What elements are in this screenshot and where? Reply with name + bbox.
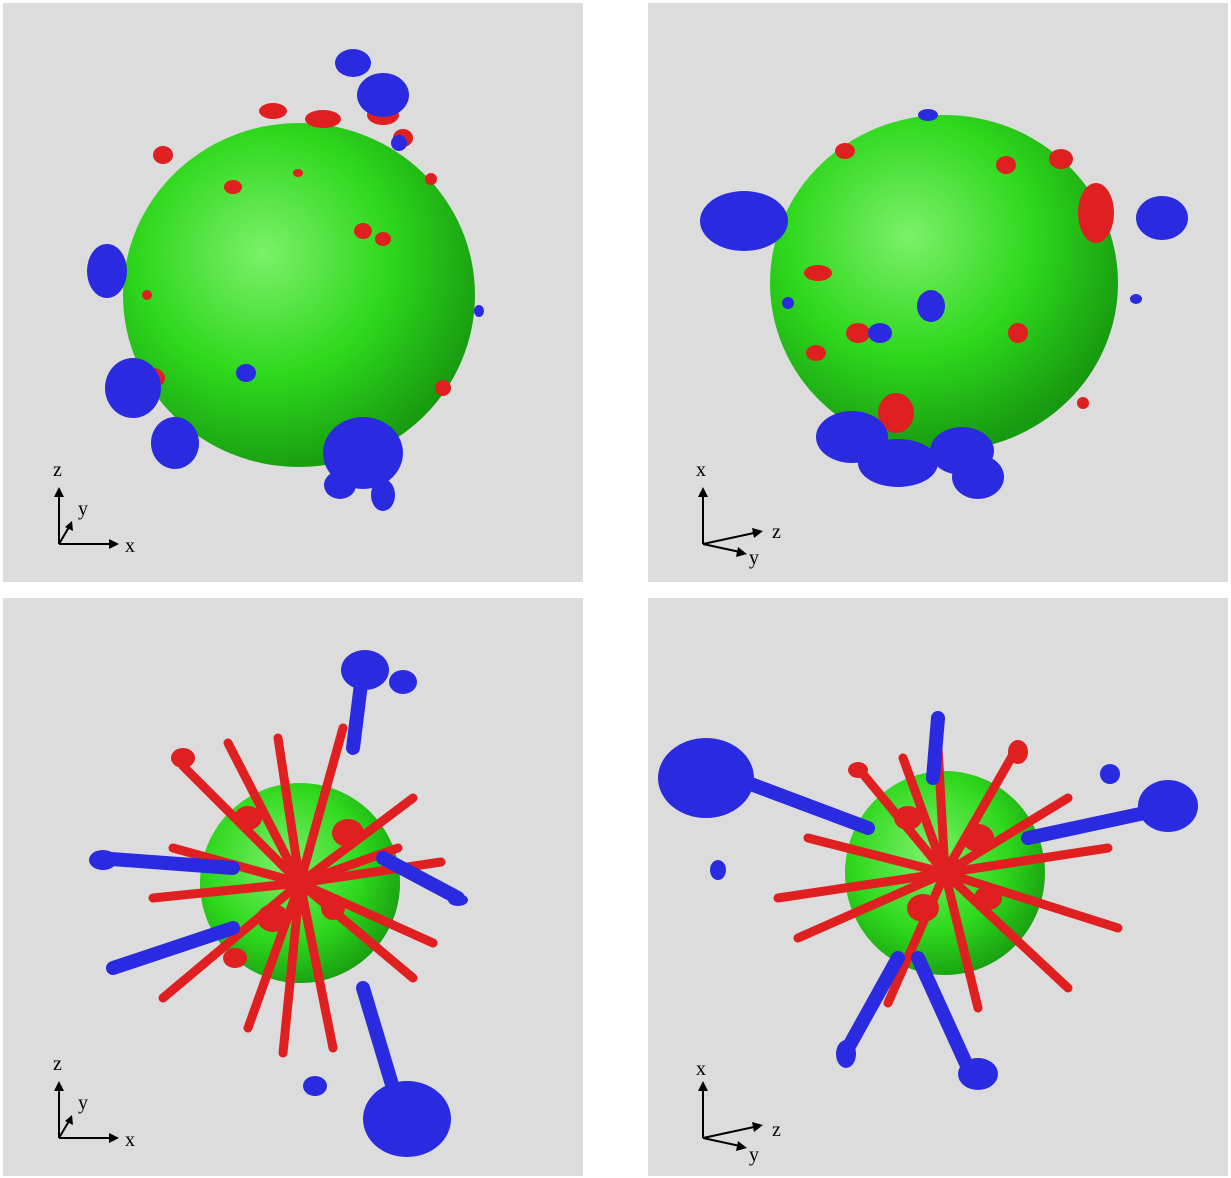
axis-label-right: z bbox=[772, 521, 781, 543]
axis-label-depth: y bbox=[749, 1144, 759, 1166]
render-bottom-left: z x y bbox=[53, 650, 468, 1157]
axis-label-right: z bbox=[772, 1119, 781, 1141]
axis-label-depth: y bbox=[749, 547, 759, 569]
axis-triad bbox=[698, 487, 763, 557]
panel-top-right: x z y bbox=[648, 3, 1228, 582]
axis-label-up: z bbox=[53, 459, 62, 481]
panel-bottom-right: x z y bbox=[648, 598, 1228, 1176]
green-core-sphere bbox=[770, 115, 1118, 451]
green-core-sphere bbox=[123, 123, 475, 467]
axis-label-right: x bbox=[125, 535, 135, 557]
axis-label-depth: y bbox=[78, 498, 88, 520]
render-top-right: x z y bbox=[696, 109, 1188, 569]
panel-bottom-left: z x y bbox=[3, 598, 583, 1176]
render-bottom-right: x z y bbox=[658, 711, 1198, 1166]
blue-blobs bbox=[700, 109, 1188, 499]
red-blobs bbox=[804, 143, 1114, 433]
axis-label-up: x bbox=[696, 459, 706, 481]
axis-label-depth: y bbox=[78, 1092, 88, 1114]
blue-blobs bbox=[658, 714, 1198, 1090]
axis-triad bbox=[54, 1081, 119, 1143]
render-top-left: z x y bbox=[53, 49, 484, 557]
red-blobs bbox=[848, 740, 1028, 922]
axis-label-right: x bbox=[125, 1129, 135, 1151]
blue-blobs bbox=[87, 49, 484, 511]
axis-triad bbox=[54, 487, 119, 549]
axis-triad bbox=[698, 1081, 763, 1151]
blue-blobs bbox=[89, 650, 468, 1157]
panel-top-left: z x y bbox=[3, 3, 583, 582]
axis-label-up: z bbox=[53, 1053, 62, 1075]
axis-label-up: x bbox=[696, 1058, 706, 1080]
